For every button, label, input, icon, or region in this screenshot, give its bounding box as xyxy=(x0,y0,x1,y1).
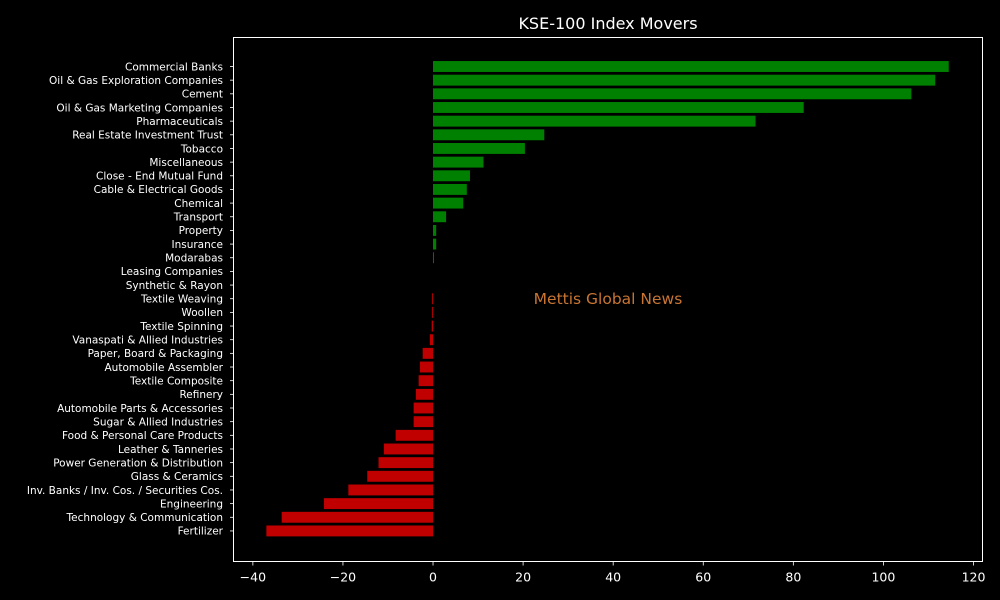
bar-refinery xyxy=(415,388,434,400)
x-tick-label: 100 xyxy=(871,570,895,585)
plot-area-frame xyxy=(233,37,983,562)
bar-oil-gas-marketing-companies xyxy=(433,102,804,113)
category-label-chemical: Chemical xyxy=(174,198,223,210)
category-label-real-estate-investment-trust: Real Estate Investment Trust xyxy=(72,130,223,142)
category-label-oil-gas-marketing-companies: Oil & Gas Marketing Companies xyxy=(56,102,223,114)
bars-group xyxy=(266,61,949,537)
bar-cement xyxy=(433,88,912,100)
category-label-leather-tanneries: Leather & Tanneries xyxy=(118,444,223,456)
category-label-insurance: Insurance xyxy=(171,239,223,251)
watermark-text: Mettis Global News xyxy=(534,290,683,308)
category-label-fertilizer: Fertilizer xyxy=(178,526,224,538)
bar-close-end-mutual-fund xyxy=(433,170,470,182)
category-label-refinery: Refinery xyxy=(179,389,223,401)
bar-textile-composite xyxy=(418,375,434,387)
bar-woollen xyxy=(432,306,434,318)
category-label-oil-gas-exploration-companies: Oil & Gas Exploration Companies xyxy=(49,75,223,87)
bar-chemical xyxy=(433,197,464,209)
category-label-tobacco: Tobacco xyxy=(180,143,223,155)
category-label-automobile-assembler: Automobile Assembler xyxy=(105,362,224,374)
bar-vanaspati-allied-industries xyxy=(429,334,434,346)
category-label-property: Property xyxy=(179,225,223,237)
category-label-vanaspati-allied-industries: Vanaspati & Allied Industries xyxy=(72,335,223,347)
x-tick-label: 60 xyxy=(695,570,711,585)
bar-paper-board-packaging xyxy=(422,347,434,359)
category-label-transport: Transport xyxy=(173,212,223,224)
bar-tobacco xyxy=(433,143,525,154)
x-tick-label: 0 xyxy=(429,570,437,585)
bar-automobile-parts-accessories xyxy=(413,402,434,414)
x-tick-label: 80 xyxy=(785,570,801,585)
category-label-close-end-mutual-fund: Close - End Mutual Fund xyxy=(96,171,223,183)
category-label-modarabas: Modarabas xyxy=(165,253,223,265)
category-label-automobile-parts-accessories: Automobile Parts & Accessories xyxy=(57,403,223,415)
category-label-paper-board-packaging: Paper, Board & Packaging xyxy=(88,348,223,360)
bar-automobile-assembler xyxy=(419,361,434,373)
category-label-food-personal-care-products: Food & Personal Care Products xyxy=(62,430,223,442)
category-label-pharmaceuticals: Pharmaceuticals xyxy=(136,116,223,128)
category-label-technology-communication: Technology & Communication xyxy=(66,512,223,524)
bar-textile-weaving xyxy=(432,293,434,305)
x-tick-label: 120 xyxy=(962,570,986,585)
bar-technology-communication xyxy=(281,511,434,523)
bar-textile-spinning xyxy=(431,320,434,332)
category-label-textile-weaving: Textile Weaving xyxy=(140,294,223,306)
bar-modarabas xyxy=(433,252,434,264)
bar-food-personal-care-products xyxy=(395,429,434,441)
bar-commercial-banks xyxy=(433,61,949,72)
category-label-cement: Cement xyxy=(182,89,223,101)
category-label-textile-spinning: Textile Spinning xyxy=(139,321,223,333)
bar-sugar-allied-industries xyxy=(413,416,434,428)
category-label-cable-electrical-goods: Cable & Electrical Goods xyxy=(94,184,223,196)
category-label-inv-banks-inv-cos-securities-cos: Inv. Banks / Inv. Cos. / Securities Cos. xyxy=(27,485,223,497)
category-label-leasing-companies: Leasing Companies xyxy=(121,266,223,278)
x-tick-label: 20 xyxy=(515,570,531,585)
bar-cable-electrical-goods xyxy=(433,183,467,195)
x-tick-label: −20 xyxy=(330,570,356,585)
bar-pharmaceuticals xyxy=(433,115,756,127)
chart-title: KSE-100 Index Movers xyxy=(518,14,697,33)
x-tick-label: 40 xyxy=(605,570,621,585)
category-label-textile-composite: Textile Composite xyxy=(129,375,223,387)
bar-insurance xyxy=(433,238,437,250)
category-label-engineering: Engineering xyxy=(160,498,223,510)
bar-glass-ceramics xyxy=(367,470,434,482)
bar-transport xyxy=(433,211,447,223)
category-label-sugar-allied-industries: Sugar & Allied Industries xyxy=(93,416,223,428)
x-tick-label: −40 xyxy=(240,570,266,585)
bar-leather-tanneries xyxy=(383,443,434,455)
x-axis-ticks-group: −40 −20 0 20 40 60 80 100 120 xyxy=(240,561,986,585)
category-label-woollen: Woollen xyxy=(181,307,223,319)
category-label-commercial-banks: Commercial Banks xyxy=(125,61,223,73)
bar-oil-gas-exploration-companies xyxy=(433,74,936,86)
category-label-power-generation-distribution: Power Generation & Distribution xyxy=(53,457,223,469)
category-label-miscellaneous: Miscellaneous xyxy=(149,157,223,169)
bar-property xyxy=(433,224,437,236)
category-label-synthetic-rayon: Synthetic & Rayon xyxy=(126,280,223,292)
bar-engineering xyxy=(324,498,434,510)
bar-inv-banks-inv-cos-securities-cos xyxy=(348,484,434,496)
bar-power-generation-distribution xyxy=(378,457,434,469)
category-labels-group: Commercial Banks Oil & Gas Exploration Co… xyxy=(27,61,234,538)
category-label-glass-ceramics: Glass & Ceramics xyxy=(131,471,223,483)
bar-fertilizer xyxy=(266,525,434,537)
bar-miscellaneous xyxy=(433,156,484,168)
bar-real-estate-investment-trust xyxy=(433,129,545,141)
